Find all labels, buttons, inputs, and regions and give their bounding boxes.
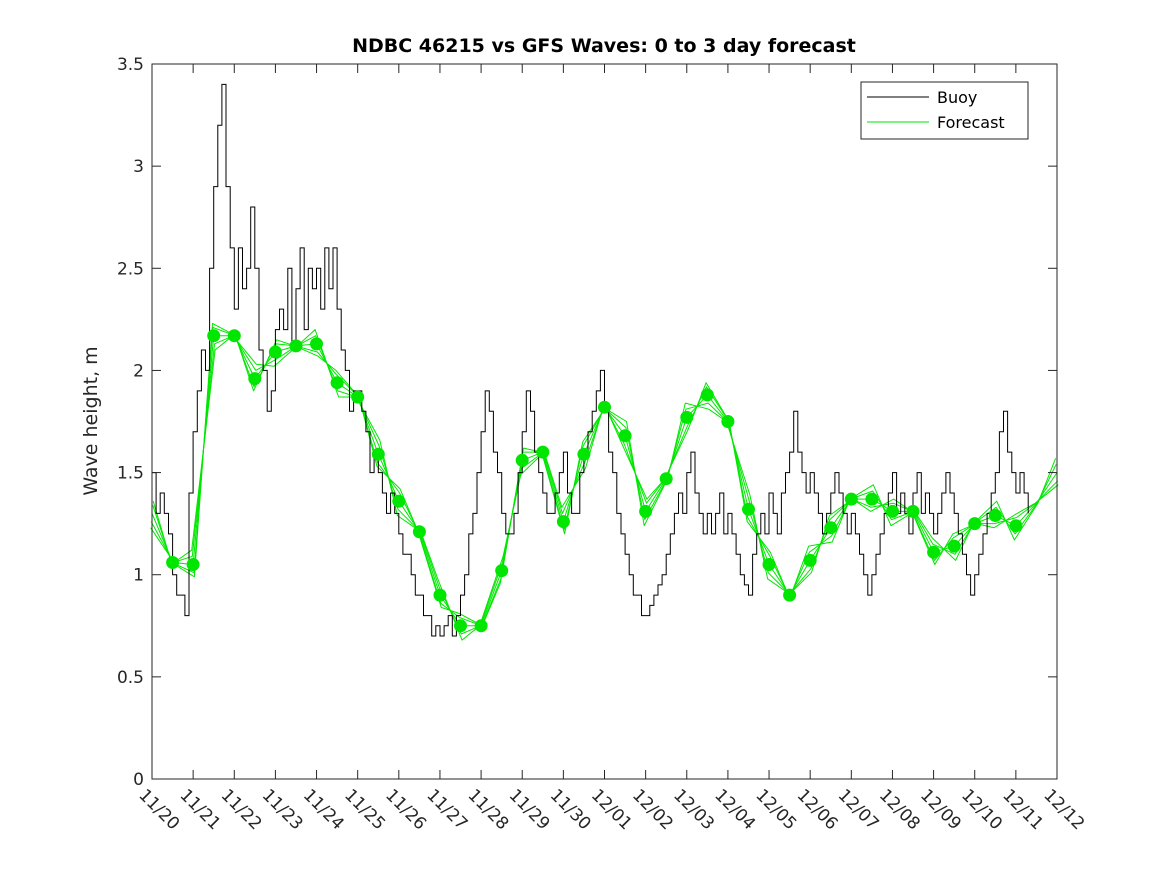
forecast-marker (166, 556, 180, 569)
y-tick-label: 2.5 (117, 259, 144, 279)
forecast-marker (515, 453, 529, 467)
forecast-marker (762, 558, 776, 571)
y-tick-label: 1.5 (117, 464, 144, 484)
forecast-marker (680, 410, 694, 424)
forecast-marker (310, 337, 323, 351)
forecast-marker (330, 376, 344, 390)
y-tick-label: 0 (133, 770, 144, 790)
forecast-marker (783, 588, 797, 602)
forecast-marker (227, 329, 241, 343)
forecast-marker (618, 429, 632, 443)
forecast-marker (947, 539, 961, 553)
forecast-marker (536, 445, 550, 459)
legend-buoy-label: Buoy (937, 88, 977, 107)
forecast-marker (865, 492, 879, 506)
forecast-marker (248, 372, 262, 386)
forecast-marker (906, 504, 920, 518)
y-axis-label: Wave height, m (80, 346, 102, 495)
y-tick-label: 3.5 (117, 55, 144, 75)
forecast-marker (968, 517, 982, 531)
forecast-marker (412, 525, 426, 539)
forecast-marker (474, 619, 488, 633)
forecast-marker (392, 494, 406, 508)
y-tick-label: 3 (133, 157, 144, 177)
forecast-marker (721, 415, 735, 428)
forecast-marker (454, 619, 467, 633)
forecast-marker (556, 515, 570, 529)
legend: Buoy Forecast (860, 81, 1029, 140)
legend-forecast-label: Forecast (937, 113, 1005, 132)
forecast-marker (495, 564, 509, 578)
forecast-marker (886, 504, 899, 518)
y-tick-label: 2 (133, 361, 144, 381)
forecast-marker (927, 545, 941, 559)
series-layer (150, 83, 1059, 641)
forecast-marker (824, 521, 838, 535)
chart-title: NDBC 46215 vs GFS Waves: 0 to 3 day fore… (352, 35, 856, 57)
forecast-marker (433, 588, 447, 602)
forecast-marker (268, 345, 282, 359)
legend-box (860, 81, 1029, 140)
forecast-marker (598, 400, 611, 414)
forecast-marker (844, 492, 858, 506)
forecast-marker (742, 502, 755, 516)
forecast-marker (351, 390, 365, 404)
forecast-marker (700, 388, 714, 402)
forecast-marker (1009, 519, 1023, 533)
forecast-marker (988, 509, 1002, 522)
y-tick-label: 0.5 (117, 668, 144, 688)
forecast-marker (639, 504, 653, 518)
forecast-marker (186, 558, 200, 571)
forecast-marker (289, 339, 303, 353)
forecast-marker (803, 553, 817, 567)
forecast-marker (577, 447, 591, 461)
forecast-marker (659, 472, 673, 486)
forecast-marker (207, 329, 221, 343)
forecast-marker (371, 447, 385, 461)
y-tick-label: 1 (133, 566, 144, 586)
